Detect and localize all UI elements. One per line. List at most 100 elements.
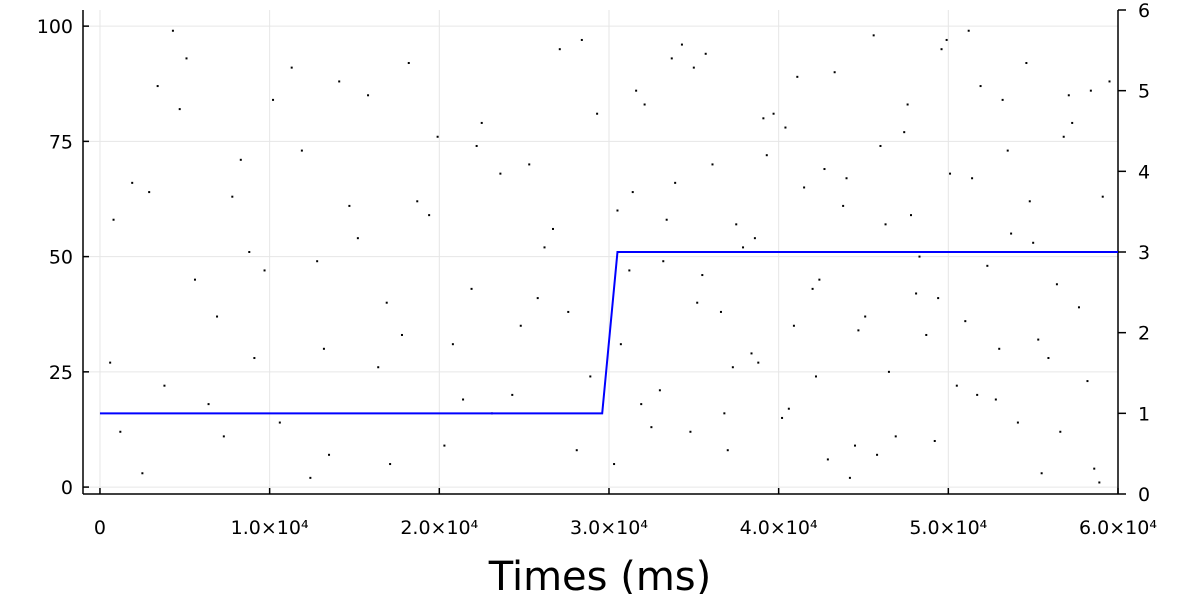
spike [1059, 430, 1062, 433]
spike [692, 66, 695, 69]
spike [216, 315, 219, 318]
spike [631, 191, 634, 194]
spike [803, 186, 806, 189]
spike [272, 98, 275, 101]
y2-tick-label: 6 [1138, 0, 1150, 22]
spike [1006, 149, 1009, 152]
spike [643, 103, 646, 106]
spike [723, 412, 726, 415]
spike [719, 310, 722, 313]
spike [1071, 121, 1074, 124]
spike [765, 154, 768, 157]
spike [689, 430, 692, 433]
spike [910, 214, 912, 217]
spike [757, 361, 760, 364]
spike [558, 48, 561, 51]
spike [933, 439, 936, 442]
y2-tick-label: 4 [1138, 161, 1150, 183]
spike [338, 80, 341, 83]
spike [998, 347, 1001, 350]
spike [640, 403, 643, 406]
x-tick-label: 1.0×10⁴ [231, 517, 309, 539]
spike [178, 108, 181, 111]
spike [670, 57, 673, 60]
spike [436, 135, 439, 138]
spike [322, 347, 325, 350]
x-tick-label: 4.0×10⁴ [740, 517, 818, 539]
spike [823, 168, 826, 171]
spike [407, 62, 410, 65]
spike [1025, 62, 1028, 65]
spike [915, 292, 918, 295]
x-axis-label: Times (ms) [488, 554, 711, 594]
spike [328, 453, 331, 456]
spike [207, 403, 210, 406]
spike [443, 444, 446, 447]
y-tick-label: 25 [49, 362, 73, 384]
spike [796, 75, 799, 78]
spike [462, 398, 465, 401]
spike [499, 172, 502, 175]
spike [1055, 283, 1058, 286]
spike [1001, 98, 1004, 101]
spike [857, 329, 860, 332]
spike [772, 112, 775, 115]
spike [1093, 467, 1096, 470]
spike [141, 472, 144, 475]
spike [551, 227, 554, 230]
spike [1089, 89, 1092, 92]
spike [596, 112, 599, 115]
spike [925, 333, 928, 336]
spike [750, 352, 753, 355]
spike [784, 126, 787, 129]
spike [619, 343, 622, 346]
spike [787, 407, 790, 410]
spike [731, 366, 734, 369]
spike [781, 416, 784, 419]
spike [628, 269, 631, 272]
spike [742, 246, 745, 249]
spike [811, 287, 814, 290]
spike [156, 85, 159, 88]
spike [872, 34, 875, 37]
spike [842, 204, 845, 207]
spike [848, 476, 851, 479]
spike [278, 421, 281, 424]
spike [994, 398, 997, 401]
spike [701, 274, 704, 277]
spike [894, 435, 897, 438]
spike [131, 181, 134, 184]
spike [248, 251, 251, 253]
spike [389, 463, 392, 466]
spike [480, 121, 483, 124]
spike [185, 57, 188, 60]
spike [762, 117, 765, 120]
spike [536, 297, 539, 300]
spike [945, 38, 948, 41]
spike [833, 71, 836, 74]
spike [428, 214, 431, 217]
y2-tick-label: 2 [1138, 323, 1150, 345]
spike [519, 324, 522, 327]
spike [674, 181, 677, 184]
spike [171, 29, 174, 32]
spike [955, 384, 958, 387]
spike [964, 320, 967, 323]
spike [263, 269, 266, 272]
spike [1067, 94, 1070, 97]
y-tick-label: 75 [49, 131, 73, 153]
spike [451, 343, 454, 346]
spike [696, 301, 699, 304]
spike [864, 315, 867, 318]
spike [511, 393, 514, 396]
spike [903, 131, 906, 134]
spike [976, 393, 979, 396]
spike [348, 204, 351, 207]
spike [109, 361, 112, 364]
x-tick-label: 0 [94, 517, 106, 539]
y-tick-label: 50 [49, 247, 73, 269]
spike [1098, 481, 1101, 484]
spike [239, 158, 242, 161]
spike [949, 172, 952, 175]
